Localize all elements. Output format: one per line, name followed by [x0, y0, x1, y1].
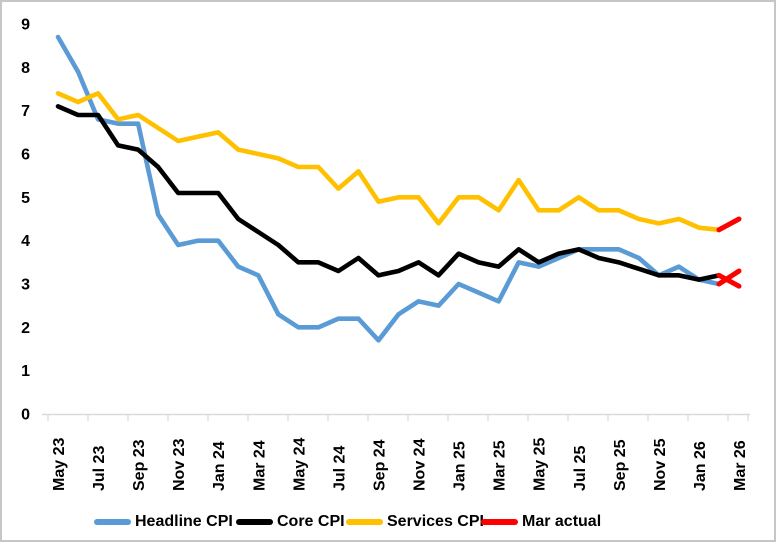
services-cpi-line-swatch	[346, 519, 383, 525]
x-axis-label-group: Sep 25	[612, 439, 629, 491]
x-axis-label-group: Jul 25	[572, 446, 589, 491]
x-axis-label-group: Mar 24	[251, 440, 268, 491]
x-axis-label-group: Mar 25	[492, 440, 509, 491]
y-axis-label: 6	[21, 147, 30, 164]
x-axis-label: Jan 24	[211, 441, 228, 491]
legend-item-core-cpi: Core CPI	[236, 509, 345, 535]
x-axis-label-group: Sep 24	[371, 439, 388, 491]
x-axis-label: May 23	[51, 438, 68, 491]
x-axis-label-group: May 24	[291, 438, 308, 491]
y-axis-label: 2	[21, 320, 30, 337]
mar-actual-line-swatch	[481, 519, 518, 525]
legend-label-mar-actual: Mar actual	[522, 513, 602, 530]
x-axis-label: Nov 23	[171, 438, 188, 491]
y-axis-label: 8	[21, 60, 30, 77]
legend-item-services-cpi: Services CPI	[346, 509, 484, 535]
headline-cpi-line-swatch	[94, 519, 131, 525]
x-axis-label-group: May 25	[532, 438, 549, 491]
x-axis-label: Nov 24	[412, 438, 429, 491]
x-axis-label: Mar 24	[251, 440, 268, 491]
y-axis-label: 1	[21, 363, 30, 380]
y-axis-label: 0	[21, 407, 30, 424]
x-axis-label-group: Nov 24	[412, 438, 429, 491]
y-axis-label: 7	[21, 103, 30, 120]
x-axis-label: Jan 25	[452, 441, 469, 491]
x-axis-label-group: Jul 23	[91, 446, 108, 491]
legend: Headline CPI Core CPI Services CPI Mar a…	[2, 509, 774, 537]
y-axis-label: 4	[21, 233, 30, 250]
x-axis-label-group: Jan 25	[452, 441, 469, 491]
legend-label-services-cpi: Services CPI	[387, 513, 484, 530]
x-axis-label: Mar 25	[492, 440, 509, 491]
x-axis-label-group: Mar 26	[732, 440, 749, 491]
x-axis-label-group: Sep 23	[131, 439, 148, 491]
legend-label-core-cpi: Core CPI	[277, 513, 345, 530]
x-axis-label-group: Nov 25	[652, 438, 669, 491]
mar-actual-headline-line	[716, 268, 742, 287]
x-axis-label-group: May 23	[51, 438, 68, 491]
legend-item-mar-actual: Mar actual	[481, 509, 601, 535]
y-axis-label: 9	[21, 17, 30, 34]
mar-actual-core-line	[716, 272, 742, 289]
mar-actual-services-line	[716, 216, 742, 233]
x-axis-label: Jul 23	[91, 446, 108, 491]
x-axis-label: Sep 23	[131, 439, 148, 491]
x-axis-label: Jul 24	[331, 446, 348, 491]
x-axis-label: Sep 24	[371, 439, 388, 491]
x-axis-label: Sep 25	[612, 439, 629, 491]
y-axis-label: 5	[21, 190, 30, 207]
x-axis-label: May 24	[291, 438, 308, 491]
x-axis-label: Jul 25	[572, 446, 589, 491]
legend-item-headline-cpi: Headline CPI	[94, 509, 233, 535]
headline-cpi-line	[55, 34, 722, 343]
x-axis-label-group: Jan 26	[692, 441, 709, 491]
services-cpi-line	[55, 91, 722, 233]
x-axis-label-group: Jan 24	[211, 441, 228, 491]
legend-label-headline-cpi: Headline CPI	[135, 513, 233, 530]
x-axis-label: Jan 26	[692, 441, 709, 491]
y-axis-label: 3	[21, 277, 30, 294]
x-axis-label-group: Nov 23	[171, 438, 188, 491]
x-axis-label: Mar 26	[732, 440, 749, 491]
core-cpi-line-swatch	[236, 519, 273, 525]
core-cpi-line	[55, 104, 722, 282]
x-axis-label: May 25	[532, 438, 549, 491]
x-axis-label: Nov 25	[652, 438, 669, 491]
x-axis-label-group: Jul 24	[331, 446, 348, 491]
